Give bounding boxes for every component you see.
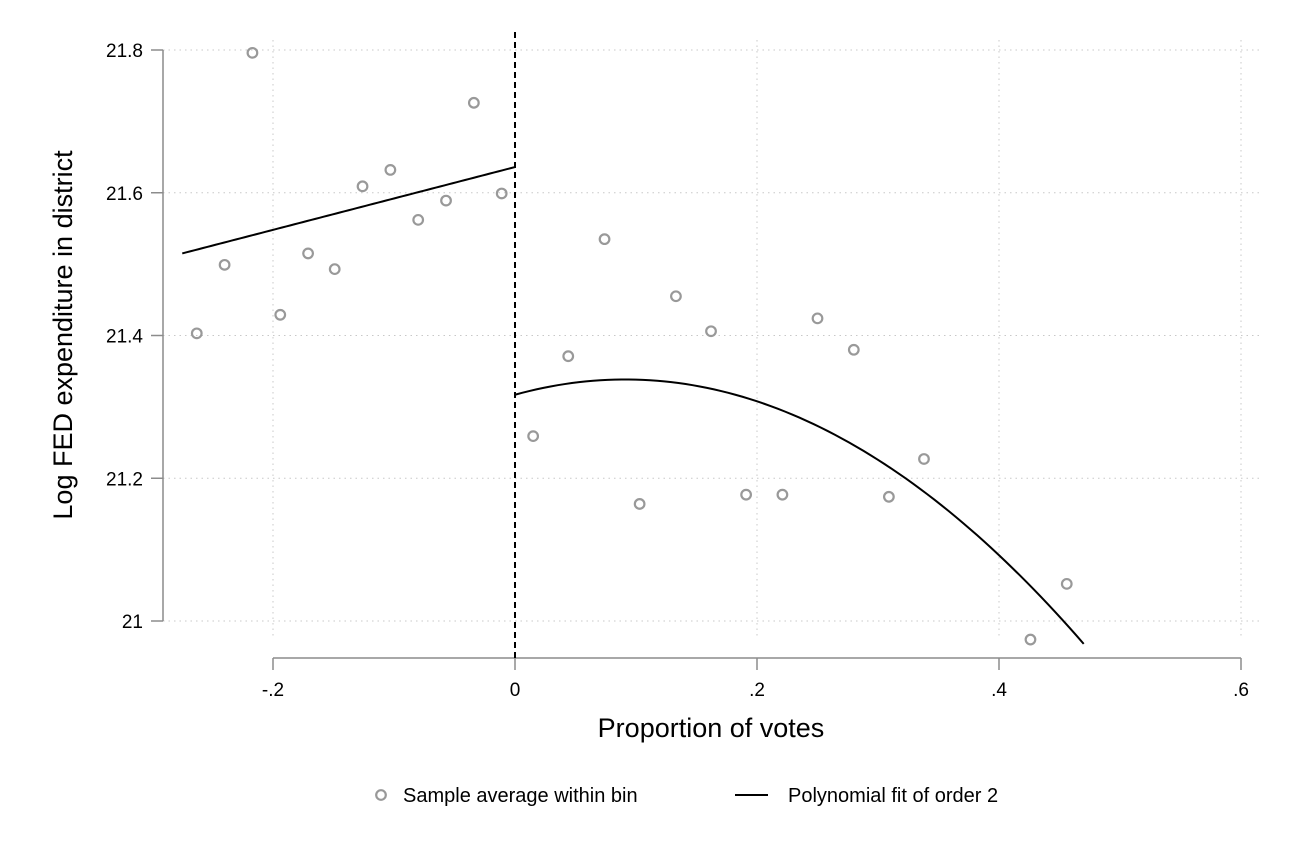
scatter-point xyxy=(1060,577,1073,590)
scatter-point xyxy=(495,187,508,200)
fit-curve-segment xyxy=(514,378,1085,645)
scatter-point xyxy=(1024,633,1037,646)
legend-scatter-marker xyxy=(375,789,387,801)
scatter-point xyxy=(598,233,611,246)
scatter-point xyxy=(274,308,287,321)
x-tick-label: .2 xyxy=(749,680,765,701)
axes: 21 21.2 21.4 21.6 21.8 -.2 0 .2 .4 .6 xyxy=(106,32,1249,701)
scatter-point xyxy=(670,290,682,303)
x-tick-label: .6 xyxy=(1233,680,1249,701)
scatter-point xyxy=(440,194,452,207)
y-tick-label: 21.2 xyxy=(106,469,143,490)
x-tick-label: 0 xyxy=(510,680,521,701)
scatter-point xyxy=(882,490,895,503)
scatter-point xyxy=(384,164,397,176)
scatter-point xyxy=(705,325,717,338)
x-tick-label: -.2 xyxy=(262,680,284,701)
y-axis-title: Log FED expenditure in district xyxy=(48,150,78,520)
legend: Sample average within bin Polynomial fit… xyxy=(375,785,998,807)
scatter-point xyxy=(218,258,231,271)
scatter-point xyxy=(633,498,646,510)
legend-line-label: Polynomial fit of order 2 xyxy=(788,785,998,807)
x-tick-label: .4 xyxy=(991,680,1007,701)
scatter-point xyxy=(740,488,753,501)
scatter-point xyxy=(302,247,314,260)
scatter-point xyxy=(527,430,540,443)
legend-scatter-label: Sample average within bin xyxy=(403,785,638,807)
x-axis-title: Proportion of votes xyxy=(598,713,825,743)
scatter-point xyxy=(467,96,480,109)
fit-curve-segment xyxy=(181,166,516,255)
scatter-point xyxy=(356,180,369,193)
scatter-point xyxy=(412,213,425,226)
y-tick-label: 21.4 xyxy=(106,327,143,348)
gridlines xyxy=(163,40,1262,636)
scatter-point xyxy=(847,343,860,356)
scatter-point xyxy=(562,350,575,363)
y-tick-label: 21.6 xyxy=(106,184,143,205)
y-tick-label: 21.8 xyxy=(106,41,143,62)
scatter-point xyxy=(811,312,824,325)
scatter-point xyxy=(190,327,203,340)
scatter-point xyxy=(918,453,930,465)
y-tick-label: 21 xyxy=(122,612,143,633)
scatter-point xyxy=(328,263,341,276)
fit-lines xyxy=(181,166,1085,645)
scatter-points xyxy=(190,46,1073,646)
scatter-point xyxy=(776,488,789,501)
scatter-point xyxy=(246,46,259,59)
